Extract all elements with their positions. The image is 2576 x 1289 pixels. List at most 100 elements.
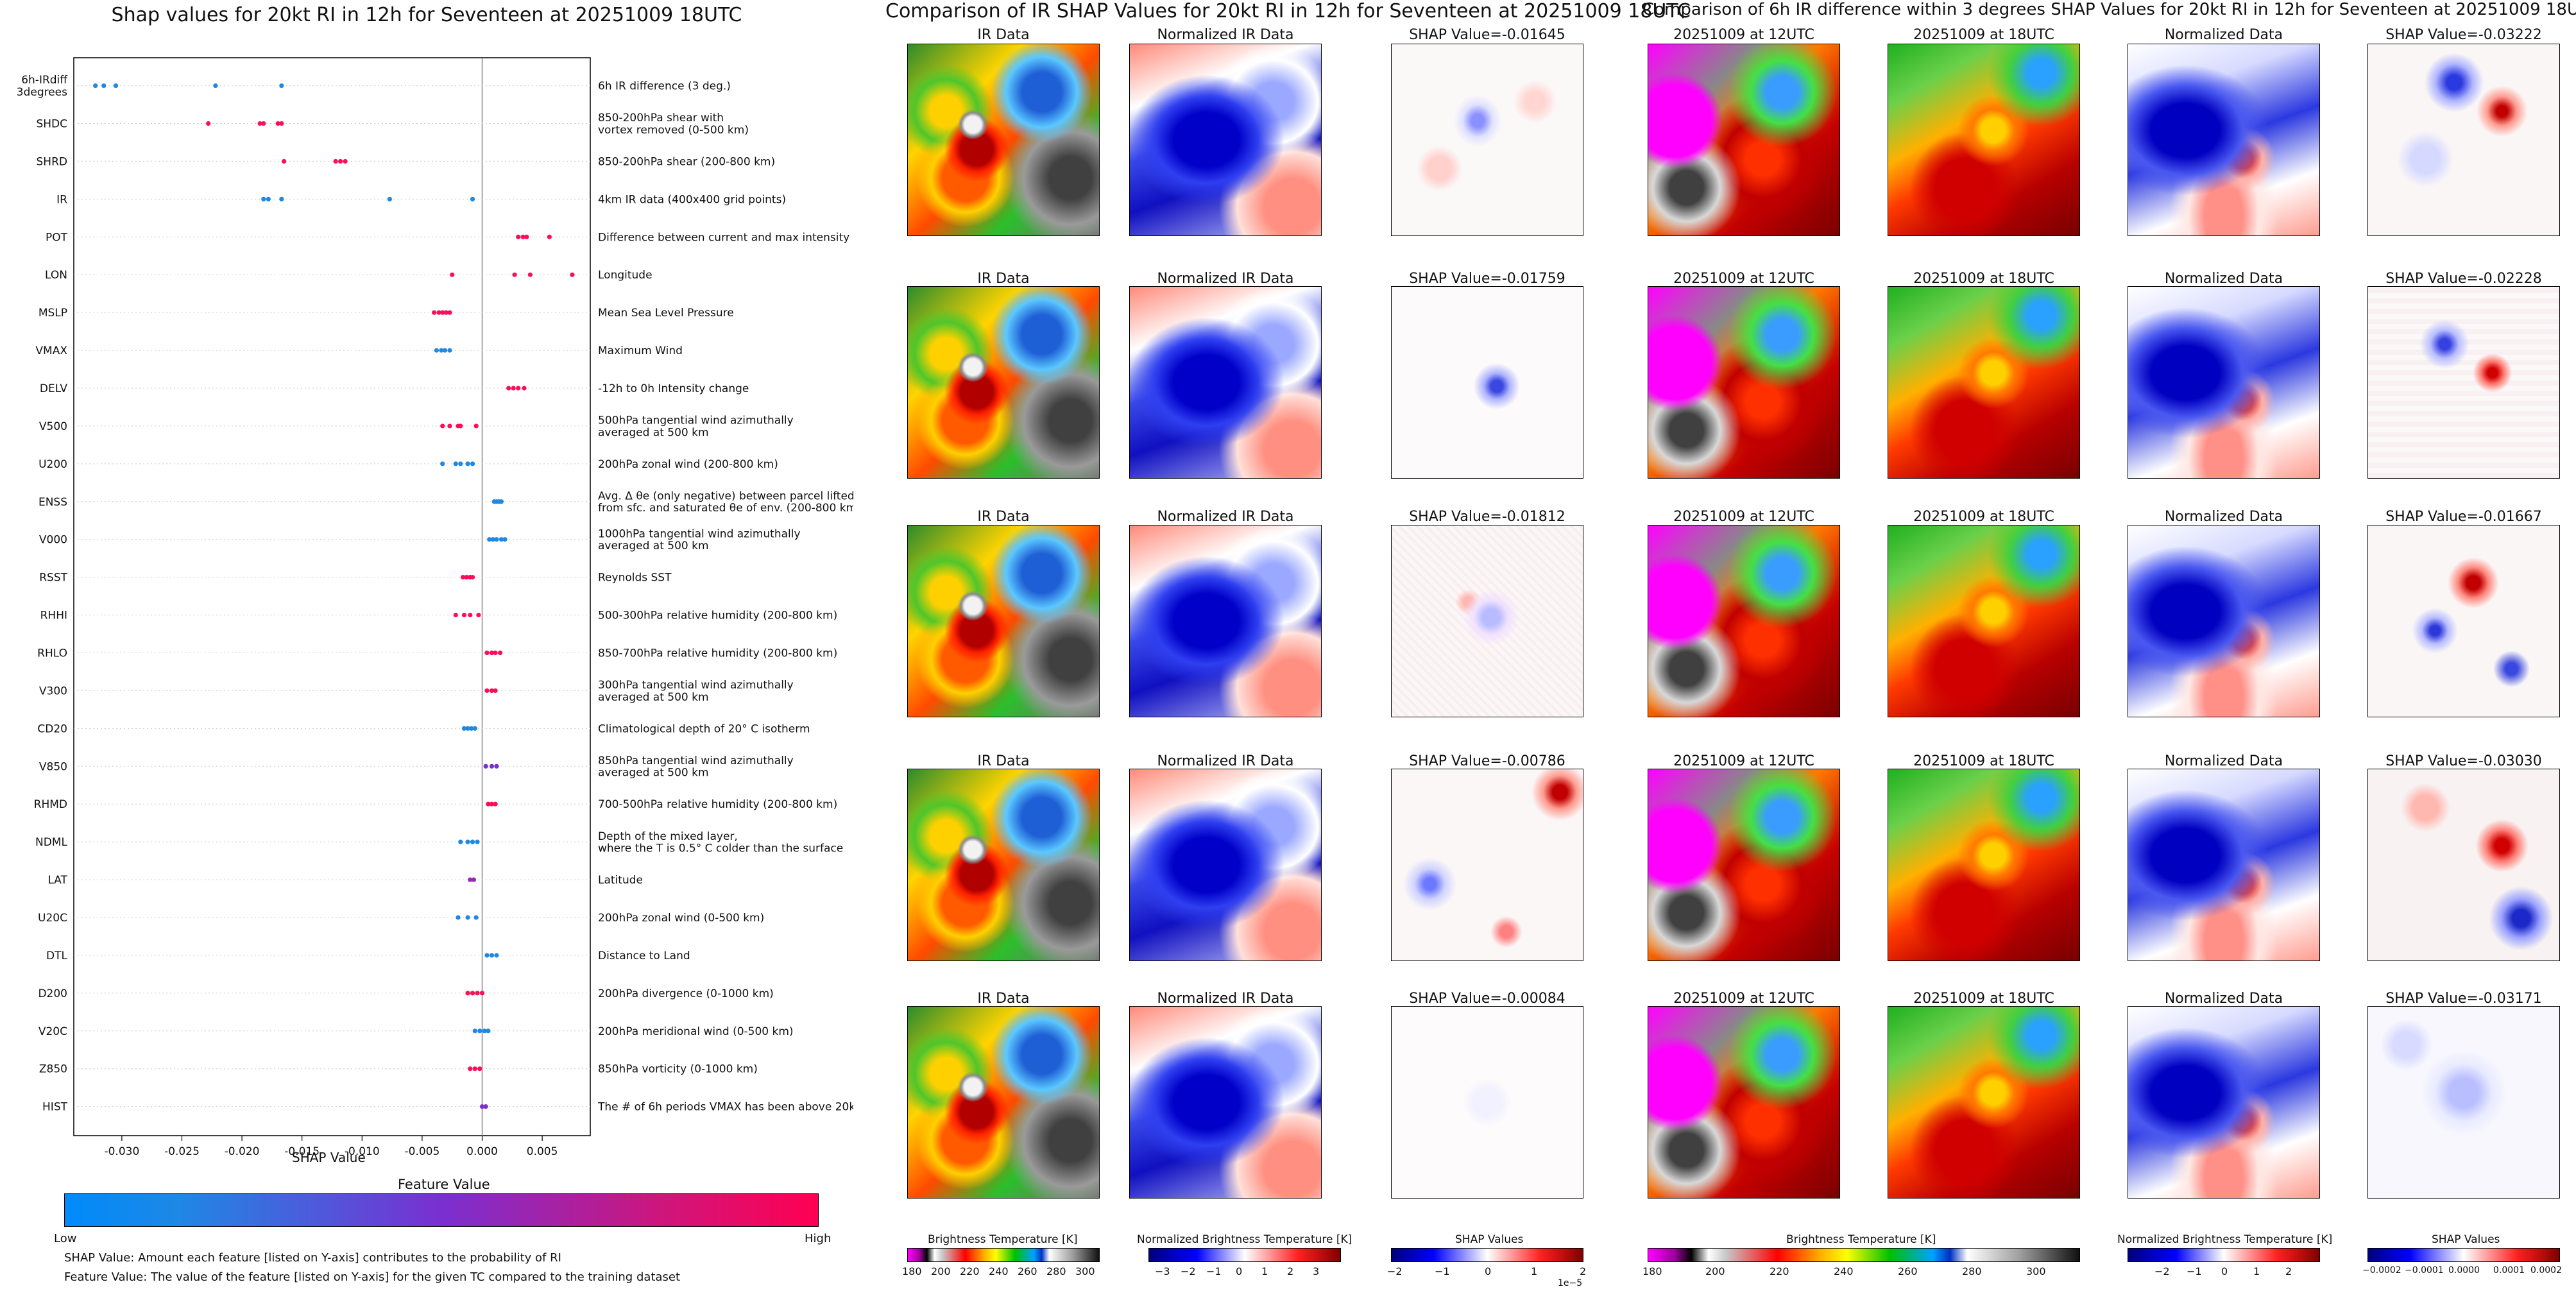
cbar-tick: 2 <box>1580 1265 1587 1277</box>
shap-point <box>443 310 448 315</box>
t12-title: 20251009 at 12UTC <box>1673 509 1814 525</box>
feature-label: U200 <box>38 458 67 471</box>
cbar-tick: −1 <box>1435 1265 1450 1277</box>
cbar-tick: 0 <box>1236 1265 1243 1277</box>
t12-image <box>1648 1006 1840 1199</box>
t18-image <box>1888 525 2080 717</box>
irdiff-shap-colorbar-ticks: −0.0002 −0.0001 0.0000 0.0001 0.0002 <box>2362 1265 2562 1278</box>
normalized-data-title: Normalized Data <box>2164 991 2283 1007</box>
colorbar-high-label: High <box>805 1232 832 1245</box>
feature-label: DTL <box>46 950 67 962</box>
irdiff-shap-image <box>2367 769 2560 961</box>
shap-point <box>465 726 470 731</box>
shap-point <box>499 499 504 504</box>
shap-point <box>516 234 521 239</box>
ir-data-title: IR Data <box>977 753 1030 769</box>
shap-point <box>486 1029 491 1034</box>
shap-point <box>460 575 466 580</box>
t12-image <box>1648 525 1840 717</box>
shap-point <box>456 915 461 920</box>
shap-point <box>487 537 492 542</box>
x-tick-label: 0.000 <box>466 1145 498 1158</box>
shap-point <box>522 386 527 391</box>
shap-point <box>479 991 485 996</box>
feature-description: 850-700hPa relative humidity (200-800 km… <box>598 647 837 660</box>
shap-point <box>494 537 499 542</box>
feature-label: RHLO <box>37 647 67 660</box>
shap-point <box>479 1104 485 1109</box>
shap-x-axis-label: SHAP Value <box>292 1150 366 1165</box>
feature-label: VMAX <box>35 345 67 357</box>
feature-description: The # of 6h periods VMAX has been above … <box>597 1101 853 1114</box>
normalized-ir-title: Normalized IR Data <box>1157 509 1294 525</box>
plot-frame <box>73 57 591 1136</box>
ir-data-image <box>907 286 1100 479</box>
shap-point <box>464 575 469 580</box>
feature-label: RSST <box>39 572 67 585</box>
shap-point <box>469 726 474 731</box>
shap-point <box>468 612 473 618</box>
cbar-tick: −2 <box>1181 1265 1196 1277</box>
feature-description: 200hPa zonal wind (200-800 km) <box>598 458 778 471</box>
shap-point <box>213 83 218 89</box>
feature-label: V000 <box>39 534 67 547</box>
ir-colorbar-label: Brightness Temperature [K] <box>928 1233 1078 1246</box>
irdiff-shap-colorbar-label: SHAP Values <box>2432 1233 2500 1246</box>
cbar-tick: 1 <box>1261 1265 1268 1277</box>
shap-point <box>465 991 470 996</box>
cbar-tick: 1 <box>2253 1265 2260 1277</box>
feature-description: 500-300hPa relative humidity (200-800 km… <box>598 610 837 622</box>
feature-description: Depth of the mixed layer, where the T is … <box>598 830 843 855</box>
feature-description: 200hPa meridional wind (0-500 km) <box>598 1025 794 1038</box>
shap-point <box>468 1066 473 1071</box>
shap-point <box>465 915 470 920</box>
feature-description: 850hPa tangential wind azimuthally averag… <box>598 755 794 780</box>
shap-point <box>440 310 445 315</box>
ir-data-image <box>907 44 1100 236</box>
feature-description: 4km IR data (400x400 grid points) <box>598 193 786 206</box>
shap-point <box>470 575 475 580</box>
feature-description: 200hPa divergence (0-1000 km) <box>598 987 774 1000</box>
ir-data-title: IR Data <box>977 509 1030 525</box>
x-tick-label: -0.025 <box>164 1145 200 1158</box>
feature-label: IR <box>56 193 67 206</box>
cbar-tick: −0.0001 <box>2405 1265 2444 1276</box>
cbar-tick: 0.0002 <box>2530 1265 2562 1276</box>
t12-image <box>1648 286 1840 479</box>
shap-point <box>472 726 477 731</box>
irdiff-shap-title: SHAP Value=-0.02228 <box>2385 271 2542 287</box>
shap-point <box>206 121 211 126</box>
shap-point <box>473 915 479 920</box>
x-tick-label: -0.020 <box>225 1145 260 1158</box>
t18-title: 20251009 at 18UTC <box>1913 991 2054 1007</box>
shap-point <box>486 801 491 807</box>
ir-data-image <box>907 525 1100 717</box>
normalized-data-image <box>2128 1006 2320 1199</box>
shap-summary-plot: 6h-IRdiff 3degrees 6h IR difference (3 deg… <box>17 57 853 1158</box>
shap-point <box>458 461 463 466</box>
feature-description: Distance to Land <box>598 950 690 962</box>
shap-point <box>470 461 475 466</box>
shap-point <box>484 953 490 958</box>
feature-label: V850 <box>39 760 67 773</box>
cbar-tick: 280 <box>1046 1265 1066 1277</box>
t12-image <box>1648 769 1840 961</box>
shap-point <box>333 158 338 164</box>
feature-description: 200hPa zonal wind (0-500 km) <box>598 912 764 925</box>
t12-title: 20251009 at 12UTC <box>1673 991 1814 1007</box>
ir-shap-title: SHAP Value=-0.00786 <box>1409 753 1565 769</box>
ir-shap-title: SHAP Value=-0.00084 <box>1409 991 1565 1007</box>
cbar-tick: 180 <box>902 1265 922 1277</box>
feature-label: POT <box>46 231 68 244</box>
feature-label: V300 <box>39 685 67 697</box>
shap-point <box>282 158 287 164</box>
shap-point <box>461 612 467 618</box>
ir-shap-image <box>1391 44 1583 236</box>
shap-point <box>257 121 262 126</box>
shap-point <box>477 1066 482 1071</box>
irdiff-shap-colorbar <box>2367 1248 2560 1262</box>
shap-value-note: SHAP Value: Amount each feature [listed … <box>64 1251 561 1265</box>
irdiff-bt-colorbar-ticks: 180 200 220 240 260 280 300 <box>1642 1265 2080 1278</box>
ir-comparison-title: Comparison of IR SHAP Values for 20kt RI… <box>885 0 1691 22</box>
shap-point <box>465 839 470 844</box>
